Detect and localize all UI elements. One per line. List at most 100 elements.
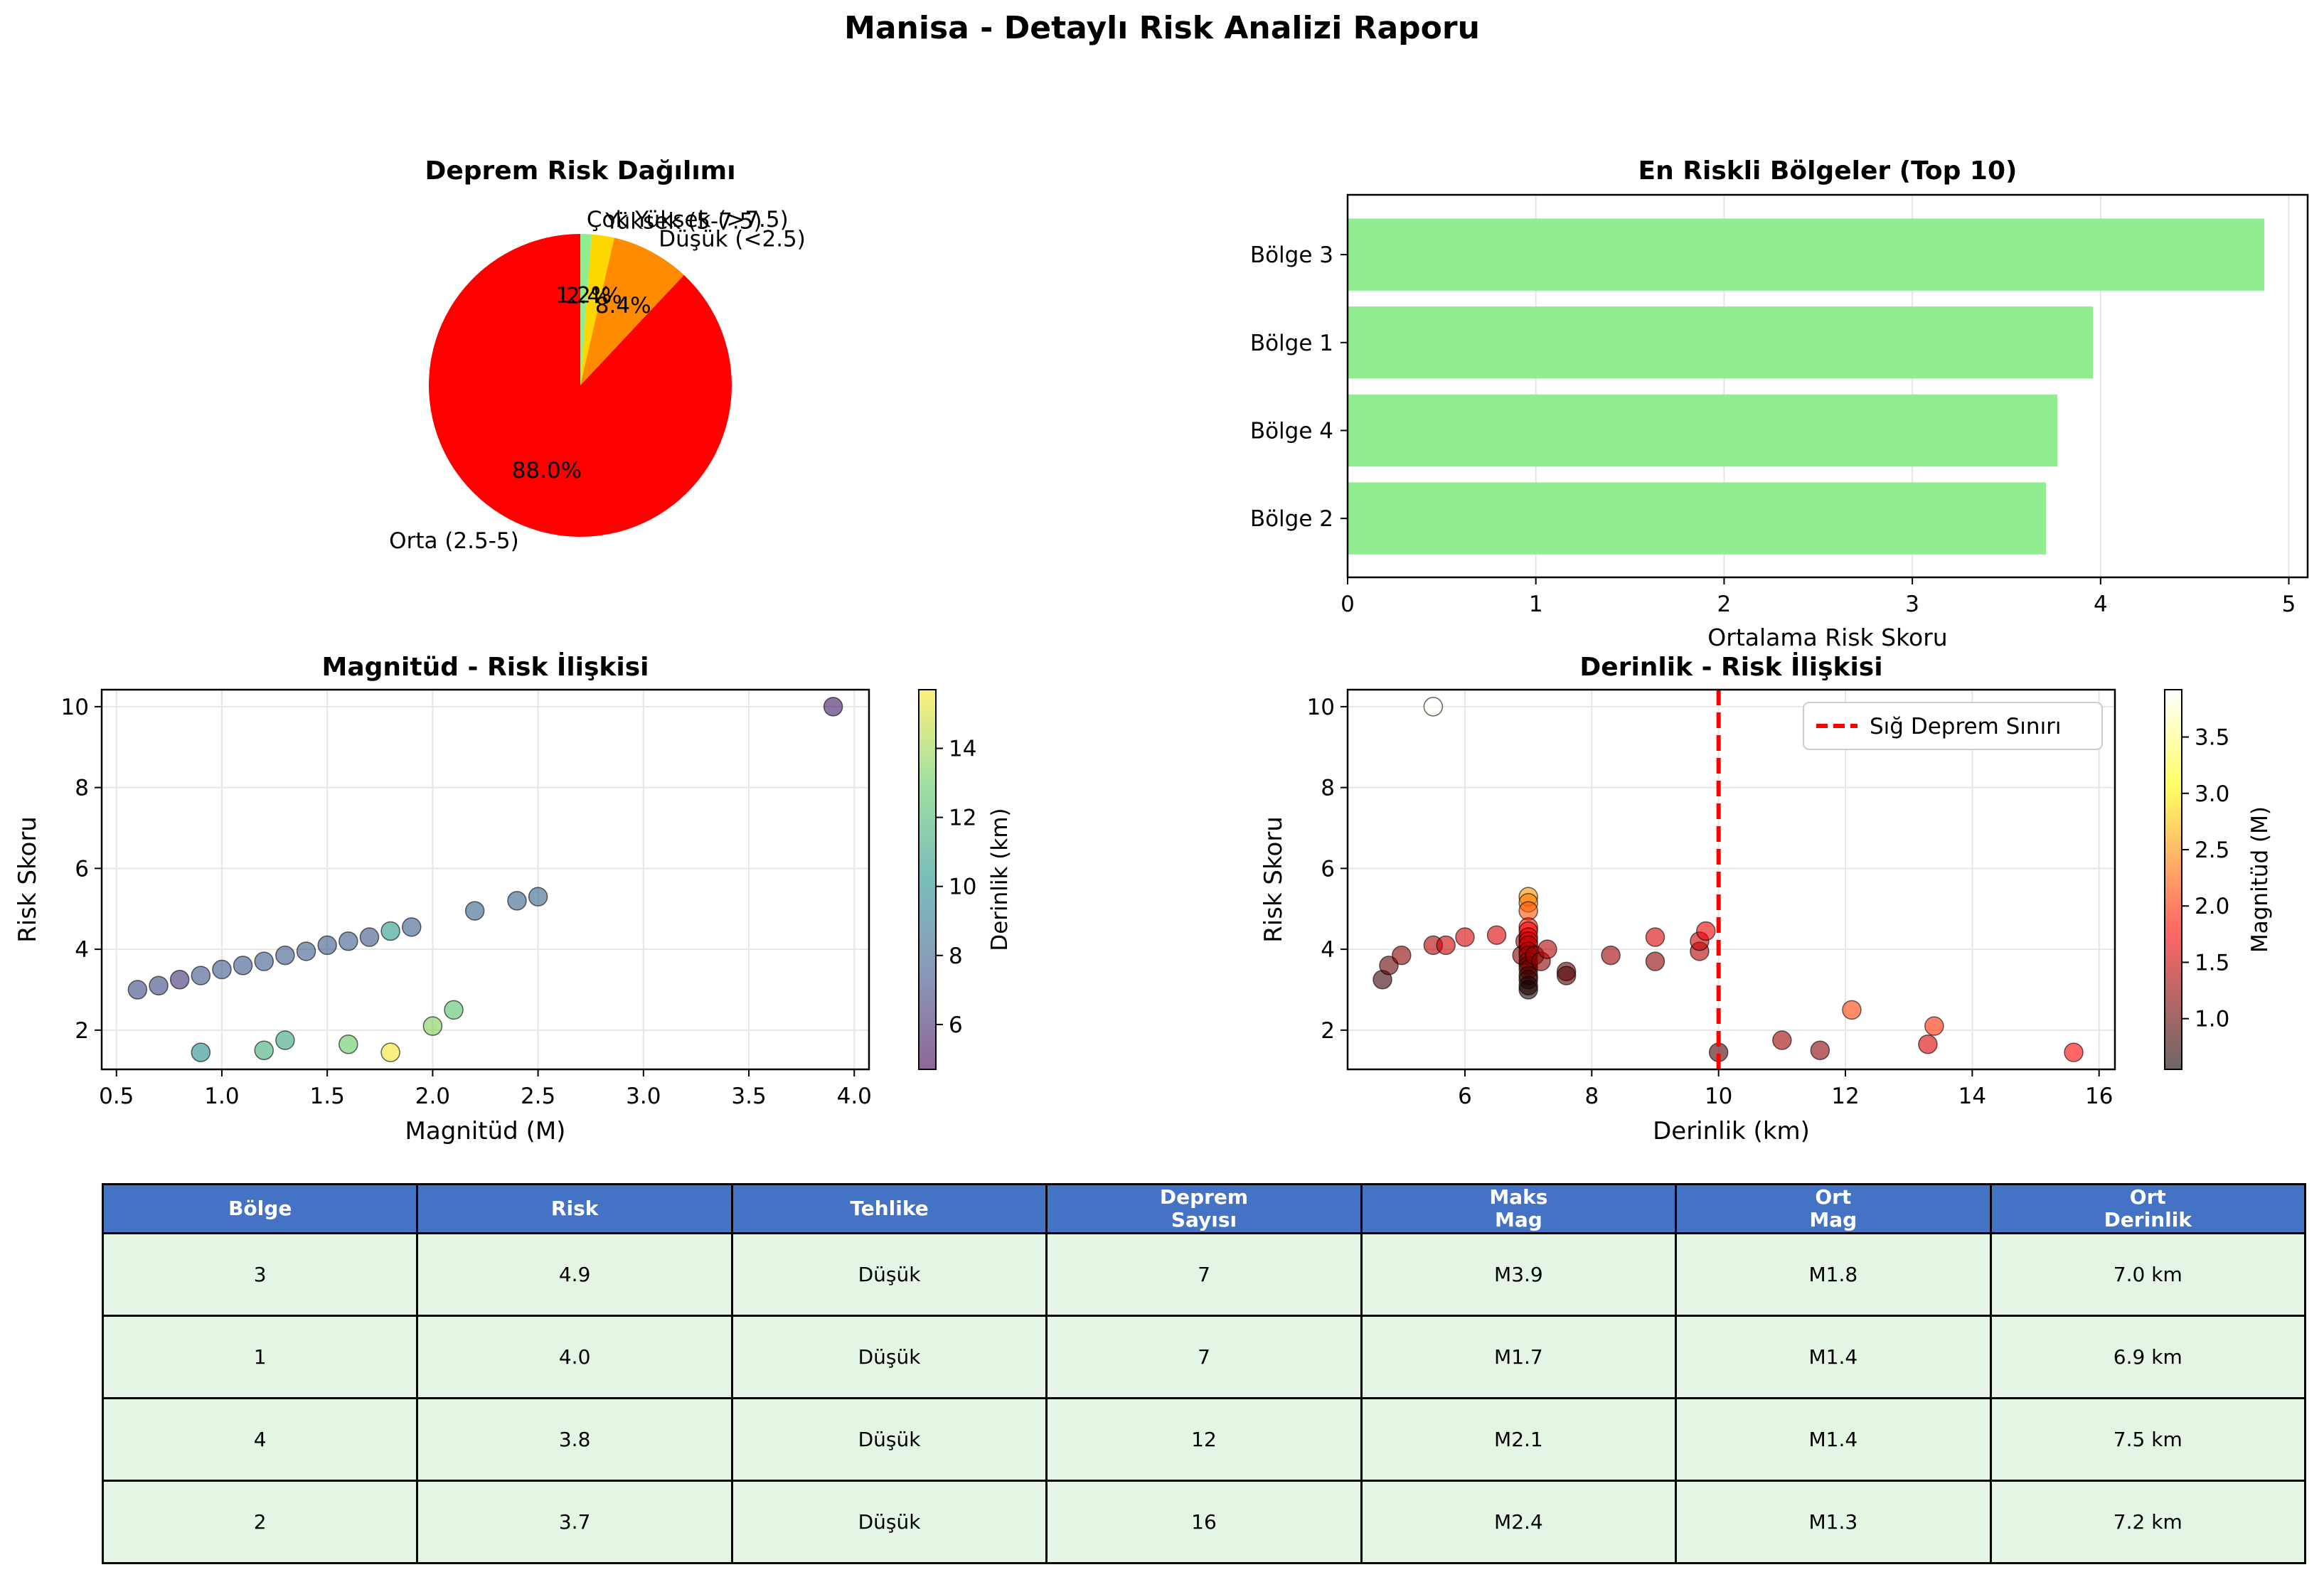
- table-cell: 4.9: [416, 1232, 733, 1318]
- depth-scatter-x-axis-label: Derinlik (km): [1653, 1117, 1810, 1145]
- magnitude-scatter-point: [254, 1040, 274, 1061]
- magnitude-scatter-y-tick-label: 8: [75, 776, 89, 801]
- magnitude-scatter-y-tick-label: 10: [61, 695, 89, 720]
- magnitude-scatter-point: [254, 951, 274, 971]
- bar-category-label: Bölge 1: [1250, 331, 1333, 356]
- depth-scatter-y-tick-label: 6: [1321, 856, 1335, 882]
- table-header-cell: Deprem Sayısı: [1045, 1182, 1363, 1235]
- depth-scatter-point: [1772, 1030, 1792, 1050]
- bar-x-tick-label: 2: [1717, 592, 1732, 617]
- table-cell: 2: [101, 1480, 419, 1564]
- bar: [1348, 218, 2265, 291]
- pie-percent-label: 1.2%: [555, 282, 612, 308]
- table-cell: 16: [1045, 1480, 1363, 1564]
- depth-scatter-point: [1810, 1040, 1830, 1061]
- table-cell: 3.8: [416, 1397, 733, 1482]
- magnitude-scatter-x-tick-label: 1.5: [310, 1084, 345, 1109]
- legend: Sığ Deprem Sınırı: [1803, 702, 2103, 750]
- magnitude-scatter-point: [296, 941, 316, 961]
- magnitude-scatter-y-axis-label: Risk Skoru: [14, 816, 42, 943]
- depth-scatter-point: [1392, 945, 1412, 966]
- depth-scatter-y-tick-label: 8: [1321, 776, 1335, 801]
- depth-scatter-point: [1696, 921, 1716, 941]
- magnitude-scatter-point: [191, 966, 211, 985]
- depth-scatter-point: [1518, 980, 1538, 1000]
- magnitude-scatter-colorbar: [918, 689, 937, 1070]
- pie-title: Deprem Risk Dağılımı: [425, 156, 735, 186]
- depth-scatter-x-tick-label: 6: [1458, 1084, 1472, 1109]
- table-row: 2 3.7 Düşük 16 M2.4 M1.3 7.2 km: [101, 1480, 2307, 1564]
- depth-scatter-point: [1556, 966, 1577, 985]
- legend-label: Sığ Deprem Sınırı: [1870, 714, 2062, 739]
- magnitude-scatter-colorbar-tick-label: 8: [949, 944, 963, 969]
- depth-scatter-point: [1645, 951, 1665, 971]
- magnitude-scatter-point: [339, 1034, 358, 1054]
- depth-scatter-point: [1455, 927, 1475, 947]
- report-title: Manisa - Detaylı Risk Analizi Raporu: [844, 10, 1480, 46]
- magnitude-scatter-point: [823, 697, 843, 717]
- depth-scatter-y-tick-label: 2: [1321, 1018, 1335, 1044]
- bar-category-label: Bölge 4: [1250, 418, 1333, 444]
- magnitude-scatter-x-axis-label: Magnitüd (M): [405, 1117, 566, 1145]
- depth-scatter-point: [1601, 945, 1621, 966]
- table-cell: 7.5 km: [1989, 1397, 2307, 1482]
- magnitude-scatter-y-tick-label: 6: [75, 856, 89, 882]
- table-row: 3 4.9 Düşük 7 M3.9 M1.8 7.0 km: [101, 1232, 2307, 1318]
- table-body: 3 4.9 Düşük 7 M3.9 M1.8 7.0 km 1 4.0 Düşük 7 M1.7 M1…: [101, 1232, 2307, 1564]
- table-header-cell: Ort Mag: [1675, 1182, 1992, 1235]
- depth-scatter-x-tick-label: 14: [1958, 1084, 1986, 1109]
- depth-scatter-point: [1924, 1016, 1944, 1036]
- pie-percent-label: 8.4%: [595, 293, 651, 319]
- magnitude-scatter-x-tick-label: 2.5: [521, 1084, 555, 1109]
- table-cell: Düşük: [730, 1480, 1048, 1564]
- bar-x-tick-label: 0: [1340, 592, 1355, 617]
- magnitude-scatter-y-tick-label: 4: [75, 937, 89, 963]
- depth-scatter-y-axis-label: Risk Skoru: [1259, 816, 1288, 943]
- magnitude-scatter-x-tick-label: 1.0: [204, 1084, 239, 1109]
- table-cell: 4.0: [416, 1315, 733, 1400]
- table-header-cell: Bölge: [101, 1182, 419, 1235]
- bar-x-tick-label: 3: [1905, 592, 1919, 617]
- depth-scatter-point: [2064, 1042, 2084, 1062]
- magnitude-scatter-title: Magnitüd - Risk İlişkisi: [322, 652, 649, 682]
- magnitude-scatter-x-tick-label: 3.5: [731, 1084, 766, 1109]
- depth-scatter-colorbar-tick-label: 1.5: [2195, 950, 2229, 976]
- summary-table: Bölge Risk Tehlike Deprem Sayısı Maks Mag Ort…: [101, 1182, 2307, 1564]
- bar-axes-frame: [1346, 193, 2309, 579]
- magnitude-scatter-x-tick-label: 2.0: [415, 1084, 450, 1109]
- pie-category-label: Orta (2.5-5): [389, 528, 519, 554]
- table-row: 1 4.0 Düşük 7 M1.7 M1.4 6.9 km: [101, 1315, 2307, 1400]
- magnitude-scatter-point: [275, 1030, 295, 1050]
- bar-x-tick-label: 1: [1529, 592, 1543, 617]
- magnitude-scatter-point: [127, 980, 148, 1000]
- pie-percent-label: 2.4%: [566, 284, 622, 309]
- magnitude-scatter-point: [507, 891, 527, 911]
- table-header-cell: Risk: [416, 1182, 733, 1235]
- pie-slice: [580, 237, 684, 385]
- magnitude-scatter-point: [212, 959, 232, 980]
- depth-scatter-colorbar-tick-label: 2.5: [2195, 838, 2229, 863]
- depth-scatter-colorbar-tick-label: 3.0: [2195, 781, 2229, 807]
- bar-x-tick-label: 5: [2282, 592, 2296, 617]
- pie-category-label: Yüksek (5-7.5): [604, 208, 762, 234]
- table-cell: 1: [101, 1315, 419, 1400]
- table-cell: Düşük: [730, 1232, 1048, 1318]
- depth-scatter-x-tick-label: 12: [1831, 1084, 1859, 1109]
- depth-scatter-x-tick-label: 8: [1584, 1084, 1599, 1109]
- table-cell: 4: [101, 1397, 419, 1482]
- magnitude-scatter-point: [317, 935, 337, 956]
- magnitude-scatter-axes-frame: [100, 688, 870, 1071]
- table-cell: 3.7: [416, 1480, 733, 1564]
- table-cell: 3: [101, 1232, 419, 1318]
- depth-scatter-axes-frame: [1346, 688, 2116, 1071]
- magnitude-scatter-colorbar-tick-label: 10: [949, 875, 976, 900]
- magnitude-scatter-point: [359, 927, 380, 947]
- table-cell: 7.0 km: [1989, 1232, 2307, 1318]
- depth-scatter-point: [1486, 925, 1507, 945]
- magnitude-scatter-point: [444, 1000, 464, 1020]
- table-cell: M1.8: [1675, 1232, 1992, 1318]
- depth-scatter-colorbar-label: Magnitüd (M): [2247, 806, 2273, 953]
- bar-x-tick-label: 4: [2094, 592, 2108, 617]
- depth-scatter-point: [1537, 939, 1557, 959]
- table-cell: 6.9 km: [1989, 1315, 2307, 1400]
